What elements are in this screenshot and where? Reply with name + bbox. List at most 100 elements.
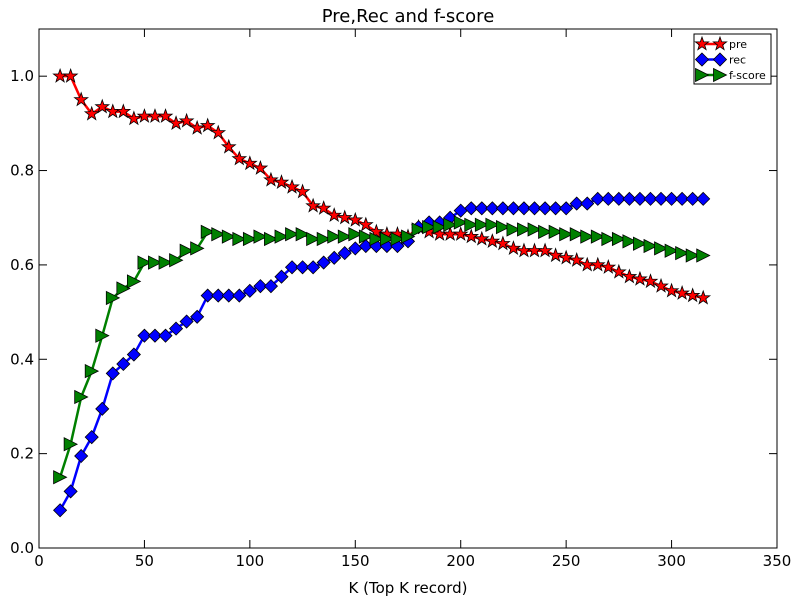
data-point-f-score — [126, 274, 142, 289]
legend-label: rec — [729, 54, 746, 67]
data-point-pre — [663, 282, 680, 298]
data-point-rec — [474, 201, 489, 216]
x-tick-label: 100 — [236, 552, 265, 570]
data-point-rec — [274, 269, 289, 284]
y-tick-label: 1.0 — [10, 67, 34, 85]
data-point-f-score — [527, 222, 542, 237]
data-point-f-score — [274, 229, 289, 244]
data-point-pre — [273, 174, 290, 189]
data-point-rec — [611, 191, 626, 206]
data-point-f-score — [190, 241, 205, 256]
legend-marker — [712, 52, 728, 67]
legend-item-rec: rec — [694, 52, 746, 67]
data-point-rec — [337, 246, 352, 261]
data-point-pre — [115, 103, 132, 119]
data-point-f-score — [569, 227, 585, 242]
data-point-rec — [653, 191, 669, 206]
data-point-f-score — [358, 229, 374, 244]
data-point-rec — [306, 260, 321, 275]
data-point-pre — [611, 263, 627, 279]
data-point-pre — [83, 105, 100, 121]
data-point-rec — [590, 191, 605, 206]
data-point-f-score — [485, 217, 500, 232]
data-point-pre — [252, 159, 269, 175]
data-point-rec — [126, 347, 141, 362]
x-tick-label: 250 — [552, 552, 581, 570]
data-point-f-score — [369, 231, 384, 247]
data-point-f-score — [285, 227, 300, 242]
legend-marker — [694, 35, 710, 51]
data-point-rec — [263, 279, 279, 294]
data-point-pre — [642, 273, 659, 289]
data-point-pre — [315, 200, 332, 215]
data-point-f-score — [200, 224, 216, 240]
data-point-f-score — [517, 222, 532, 237]
y-tick-label: 0.0 — [10, 539, 34, 557]
data-point-f-score — [242, 231, 258, 247]
data-point-f-score — [538, 224, 553, 240]
data-point-pre — [210, 124, 227, 140]
data-point-pre — [73, 91, 89, 107]
data-point-rec — [116, 356, 131, 372]
data-point-pre — [600, 259, 617, 274]
data-point-f-score — [137, 255, 152, 270]
data-point-f-score — [696, 248, 711, 263]
data-point-rec — [84, 430, 99, 445]
data-point-pre — [199, 117, 216, 133]
data-point-f-score — [474, 217, 490, 232]
x-tick-label: 300 — [657, 552, 686, 570]
data-point-pre — [189, 119, 205, 135]
data-point-rec — [506, 201, 521, 216]
data-point-f-score — [654, 241, 669, 256]
data-point-pre — [168, 115, 184, 131]
data-point-rec — [211, 288, 226, 303]
data-point-pre — [653, 277, 669, 293]
data-point-rec — [675, 191, 690, 206]
data-point-f-score — [611, 231, 627, 247]
x-tick-label: 0 — [34, 552, 44, 570]
x-tick-label: 150 — [341, 552, 370, 570]
data-point-rec — [200, 288, 215, 303]
data-point-rec — [580, 196, 595, 211]
data-point-rec — [253, 279, 268, 294]
data-point-pre — [284, 178, 300, 194]
data-point-rec — [74, 448, 89, 464]
data-point-pre — [589, 256, 606, 272]
data-point-f-score — [443, 217, 458, 232]
data-point-rec — [601, 191, 616, 206]
x-tick-label: 350 — [763, 552, 792, 570]
data-point-f-score — [685, 248, 701, 263]
data-point-pre — [305, 197, 321, 213]
data-point-pre — [495, 235, 511, 251]
data-point-rec — [464, 201, 479, 216]
data-point-pre — [674, 285, 690, 300]
data-point-rec — [485, 201, 500, 216]
data-point-pre — [326, 207, 343, 223]
data-point-rec — [63, 484, 78, 499]
data-point-pre — [242, 155, 258, 171]
x-tick-label: 50 — [135, 552, 154, 570]
legend-item-pre: pre — [694, 35, 747, 51]
data-point-rec — [696, 191, 711, 206]
data-point-rec — [190, 309, 205, 324]
data-point-rec — [643, 191, 658, 206]
data-point-pre — [463, 228, 480, 244]
legend-label: pre — [729, 38, 747, 51]
data-point-rec — [95, 401, 110, 416]
data-point-rec — [147, 328, 163, 343]
data-point-rec — [284, 260, 300, 275]
data-point-rec — [516, 201, 532, 216]
data-point-rec — [537, 201, 553, 216]
data-point-f-score — [74, 389, 89, 405]
data-point-rec — [495, 201, 510, 216]
data-point-pre — [220, 138, 237, 154]
data-point-rec — [559, 201, 574, 216]
series-f-score — [53, 215, 711, 485]
data-point-pre — [178, 112, 195, 128]
data-point-f-score — [211, 227, 226, 242]
x-tick-label: 200 — [446, 552, 475, 570]
data-point-f-score — [95, 328, 110, 343]
data-point-f-score — [622, 234, 637, 249]
